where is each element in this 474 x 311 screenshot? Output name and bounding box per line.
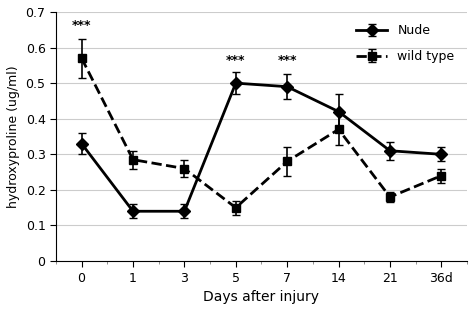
Legend: Nude, wild type: Nude, wild type: [350, 18, 461, 69]
Text: ***: ***: [72, 19, 91, 31]
Text: ***: ***: [226, 54, 246, 67]
Text: ***: ***: [277, 54, 297, 67]
Y-axis label: hydroxyproline (ug/ml): hydroxyproline (ug/ml): [7, 65, 20, 208]
X-axis label: Days after injury: Days after injury: [203, 290, 319, 304]
